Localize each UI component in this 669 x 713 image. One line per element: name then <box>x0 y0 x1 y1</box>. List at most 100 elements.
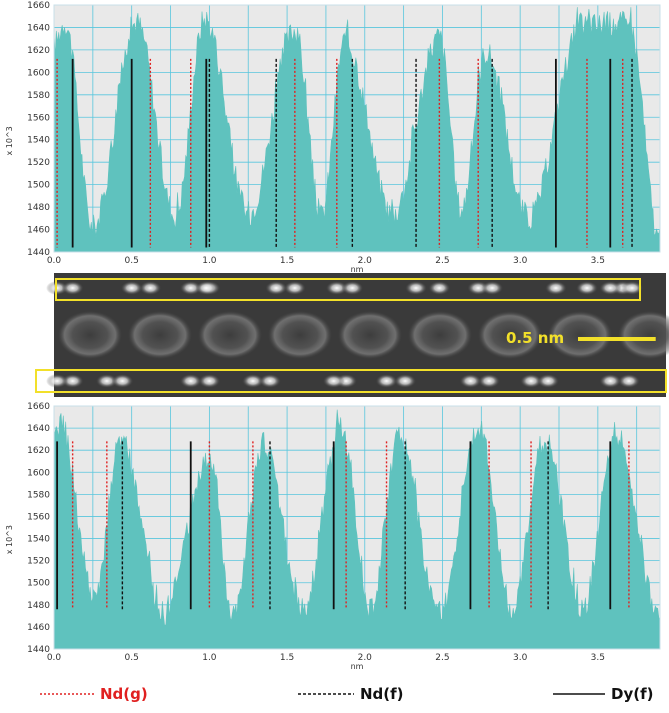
haadf-ring <box>58 311 122 359</box>
top-y-tick-label: 1580 <box>27 91 50 101</box>
haadf-atom-bottom <box>478 374 501 388</box>
haadf-atom-bottom <box>46 374 69 388</box>
haadf-atom-top <box>283 281 306 295</box>
bottom-line-profile-box <box>35 369 667 393</box>
bottom-y-tick-labels: 1440 1460 1480 1500 1520 1540 1560 1580 1600 1620… <box>27 402 50 655</box>
top-y-tick-label: 1460 <box>27 226 50 236</box>
bottom-x-tick-label: 2.0 <box>358 653 373 663</box>
haadf-atom-bottom <box>111 374 134 388</box>
haadf-atom-top <box>481 281 504 295</box>
top-x-tick-label: 1.5 <box>280 256 294 266</box>
bottom-x-tick-label: 2.5 <box>435 653 449 663</box>
haadf-atom-top <box>265 281 288 295</box>
haadf-atom-bottom <box>520 374 543 388</box>
bottom-x-tick-label: 1.5 <box>280 653 294 663</box>
haadf-atom-bottom <box>179 374 202 388</box>
top-y-axis-unit: x 10^3 <box>5 126 14 155</box>
top-x-tick-label: 1.0 <box>202 256 217 266</box>
haadf-atom-top <box>179 281 202 295</box>
bottom-x-tick-label: 3.0 <box>513 653 528 663</box>
legend-label-dy-f: Dy(f) <box>611 685 653 703</box>
top-y-tick-label: 1560 <box>27 113 50 123</box>
haadf-ring <box>128 311 192 359</box>
bottom-y-tick-label: 1440 <box>27 645 50 655</box>
top-profile-chart: 1440 1460 1480 1500 1520 1540 1560 1580 1600 1620… <box>5 1 661 274</box>
haadf-atom-top <box>621 281 644 295</box>
haadf-atom-top <box>575 281 598 295</box>
top-y-tick-label: 1500 <box>27 181 50 191</box>
top-x-tick-label: 3.5 <box>591 256 605 266</box>
haadf-atom-bottom <box>375 374 398 388</box>
haadf-atom-top <box>139 281 162 295</box>
top-y-tick-label: 1640 <box>27 23 50 33</box>
bottom-y-tick-label: 1580 <box>27 490 50 500</box>
top-plot-frame <box>53 4 661 253</box>
legend: Nd(g) Nd(f) Dy(f) <box>40 685 653 703</box>
top-y-tick-labels: 1440 1460 1480 1500 1520 1540 1560 1580 1600 1620… <box>27 1 50 258</box>
haadf-ring <box>478 311 542 359</box>
bottom-plot-frame <box>53 405 661 650</box>
haadf-ring-features <box>58 311 669 359</box>
top-y-tick-label: 1620 <box>27 46 50 56</box>
haadf-atom-bottom <box>394 374 417 388</box>
haadf-atom-top <box>544 281 567 295</box>
top-x-tick-label: 0.0 <box>47 256 62 266</box>
bottom-y-tick-label: 1620 <box>27 446 50 456</box>
bottom-intensity-profile <box>53 409 661 650</box>
haadf-ring <box>548 311 612 359</box>
top-line-profile-box <box>55 278 641 301</box>
legend-item-nd-g: Nd(g) <box>40 685 148 703</box>
haadf-atom-top <box>341 281 364 295</box>
haadf-atom-top <box>428 281 451 295</box>
top-y-tick-label: 1520 <box>27 158 50 168</box>
bottom-y-tick-label: 1480 <box>27 601 50 611</box>
bottom-x-tick-label: 0.5 <box>125 653 139 663</box>
haadf-atom-bottom <box>459 374 482 388</box>
bottom-x-tick-labels: 0.0 0.5 1.0 1.5 2.0 2.5 3.0 3.5 <box>47 653 605 663</box>
haadf-atom-bottom <box>322 374 345 388</box>
top-x-tick-label: 2.0 <box>358 256 373 266</box>
top-x-axis-label: nm <box>351 265 364 274</box>
bottom-x-tick-label: 3.5 <box>591 653 605 663</box>
haadf-atom-bottom <box>61 374 84 388</box>
bottom-x-tick-label: 0.0 <box>47 653 62 663</box>
top-y-tick-label: 1480 <box>27 203 50 213</box>
haadf-atom-bottom <box>258 374 281 388</box>
haadf-atom-top <box>405 281 428 295</box>
bottom-x-tick-label: 1.0 <box>202 653 217 663</box>
top-y-tick-label: 1660 <box>27 1 50 11</box>
haadf-ring <box>198 311 262 359</box>
legend-item-dy-f: Dy(f) <box>553 685 653 703</box>
haadf-ring <box>338 311 402 359</box>
bottom-profile-chart: 1440 1460 1480 1500 1520 1540 1560 1580 1600 1620… <box>5 402 661 671</box>
bottom-y-tick-label: 1460 <box>27 623 50 633</box>
haadf-atom-top <box>599 281 622 295</box>
haadf-atom-bottom <box>241 374 264 388</box>
bottom-y-tick-label: 1600 <box>27 468 50 478</box>
haadf-image-strip: 0.5 nm <box>35 273 669 397</box>
bottom-x-axis-label: nm <box>351 662 364 671</box>
top-x-tick-labels: 0.0 0.5 1.0 1.5 2.0 2.5 3.0 3.5 <box>47 256 605 266</box>
haadf-ring <box>618 311 669 359</box>
legend-label-nd-g: Nd(g) <box>100 685 148 703</box>
bottom-y-tick-label: 1500 <box>27 579 50 589</box>
bottom-y-axis-unit: x 10^3 <box>5 525 14 554</box>
haadf-atom-top <box>120 281 143 295</box>
top-y-tick-label: 1540 <box>27 136 50 146</box>
haadf-atom-top <box>325 281 348 295</box>
haadf-atom-bottom <box>537 374 560 388</box>
top-x-tick-label: 2.5 <box>435 256 449 266</box>
haadf-atom-top <box>61 281 84 295</box>
top-atom-markers <box>56 58 633 248</box>
bottom-y-tick-label: 1640 <box>27 424 50 434</box>
bottom-y-tick-label: 1660 <box>27 402 50 412</box>
bottom-atom-markers <box>56 441 630 610</box>
haadf-atom-bottom <box>617 374 640 388</box>
bottom-y-tick-label: 1560 <box>27 512 50 522</box>
top-y-tick-label: 1600 <box>27 68 50 78</box>
scale-bar <box>578 337 656 341</box>
haadf-atom-top <box>46 281 69 295</box>
top-y-tick-label: 1440 <box>27 248 50 258</box>
haadf-atom-columns <box>46 281 644 388</box>
legend-label-nd-f: Nd(f) <box>360 685 404 703</box>
